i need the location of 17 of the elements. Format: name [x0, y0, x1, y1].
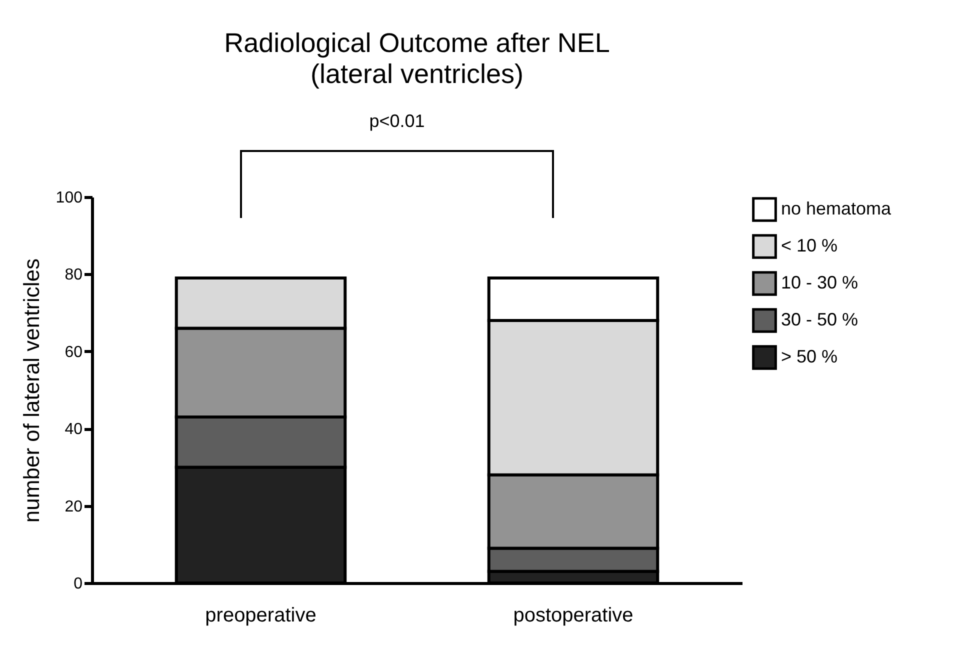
- legend-label: > 50 %: [781, 346, 838, 366]
- x-tick-label: postoperative: [513, 604, 634, 626]
- y-tick-label: 40: [64, 421, 83, 438]
- text: p<0.01: [369, 111, 425, 131]
- legend-label: 30 - 50 %: [781, 310, 858, 330]
- legend-label: < 10 %: [781, 236, 838, 256]
- legend-label: 10 - 30 %: [781, 272, 858, 292]
- y-tick-label: 100: [56, 190, 83, 206]
- chart-title: Radiological Outcome after NEL: [224, 28, 610, 58]
- y-tick-label: 60: [64, 344, 83, 361]
- legend-label: no hematoma: [781, 198, 892, 218]
- y-tick-label: 20: [64, 498, 83, 516]
- y-tick-label: 80: [64, 266, 83, 284]
- y-axis-title: number of lateral ventricles: [18, 258, 44, 523]
- y-tick-label: 0: [74, 576, 83, 592]
- x-tick-label: preoperative: [205, 604, 316, 626]
- chart-subtitle: (lateral ventricles): [310, 59, 524, 89]
